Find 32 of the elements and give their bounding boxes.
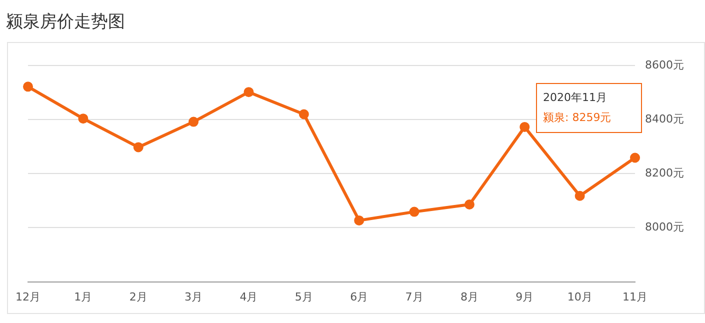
y-tick-label: 8200元 [645, 166, 684, 180]
x-tick-label: 6月 [350, 290, 368, 304]
x-tick-label: 3月 [184, 290, 203, 304]
y-tick-label: 8000元 [645, 220, 684, 234]
point [464, 200, 474, 210]
x-tick-label: 4月 [240, 290, 258, 304]
x-tick-label: 10月 [567, 290, 592, 304]
point [78, 114, 88, 124]
annotation: 2020年11月 [543, 91, 607, 104]
point [520, 122, 530, 132]
chart-title: 颍泉房价走势图 [5, 11, 126, 34]
x-tick-label: 1月 [74, 290, 92, 304]
point [244, 87, 254, 98]
x-tick-label: 11月 [622, 290, 648, 304]
point [630, 152, 640, 163]
x-tick-label: 12月 [16, 290, 40, 304]
y-tick-label: 8400元 [645, 112, 684, 126]
x-tick-label: 2月 [129, 290, 148, 304]
point [133, 142, 144, 152]
point [354, 215, 364, 226]
point [574, 190, 585, 201]
x-tick-label: 7月 [405, 290, 424, 304]
tooltip-panel: 2020年11月 颍泉: 8259元 [536, 83, 642, 133]
y-tick-label: 8600元 [645, 58, 684, 72]
x-tick-label: 8月 [460, 290, 478, 304]
point [298, 109, 309, 120]
annotation: 颍泉: 8259元 [543, 111, 612, 124]
point [188, 116, 199, 127]
point [23, 82, 33, 92]
x-tick-label: 5月 [294, 290, 313, 304]
x-tick-label: 9月 [516, 290, 534, 304]
point [409, 206, 420, 217]
